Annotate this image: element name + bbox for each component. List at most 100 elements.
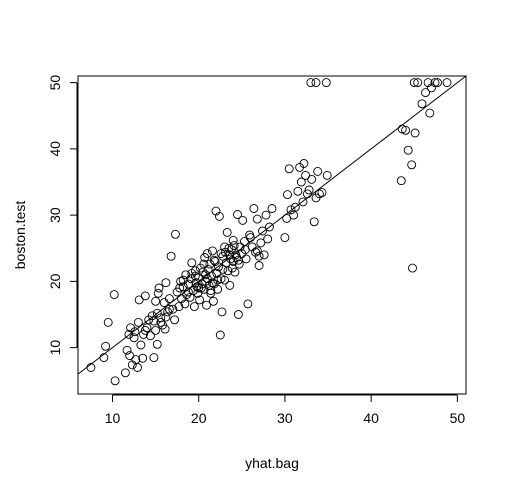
data-point	[264, 222, 274, 232]
data-point	[109, 290, 119, 300]
data-point	[149, 353, 159, 363]
data-point	[142, 323, 152, 333]
data-point	[304, 185, 314, 195]
data-point	[298, 197, 308, 207]
data-point	[154, 283, 164, 293]
data-point	[212, 268, 222, 278]
data-point	[283, 190, 292, 200]
data-point	[423, 78, 433, 88]
data-point	[156, 317, 166, 327]
data-point	[130, 327, 140, 337]
data-point	[218, 264, 228, 274]
data-point	[256, 238, 266, 248]
data-point	[252, 214, 262, 224]
data-point	[403, 145, 413, 155]
data-point	[153, 288, 163, 298]
data-point	[140, 291, 150, 301]
data-point	[209, 255, 219, 265]
data-point	[103, 317, 113, 327]
data-point	[189, 302, 199, 312]
data-point	[147, 311, 157, 321]
data-point	[407, 160, 417, 170]
data-point	[249, 204, 259, 213]
data-point	[430, 78, 440, 88]
x-axis-label: yhat.bag	[245, 455, 299, 471]
data-point	[241, 254, 251, 264]
data-point	[194, 283, 204, 293]
data-point	[187, 258, 197, 268]
data-point	[321, 78, 331, 88]
data-point	[322, 170, 332, 180]
data-point	[409, 78, 419, 88]
x-tick-label: 50	[450, 410, 466, 426]
data-point	[168, 304, 178, 314]
data-point	[151, 325, 161, 335]
data-point	[129, 333, 139, 343]
data-point	[214, 262, 223, 272]
data-point	[124, 329, 134, 339]
data-point	[125, 351, 135, 361]
data-point	[263, 234, 273, 244]
data-point	[215, 330, 225, 340]
data-point	[149, 316, 159, 326]
data-point	[299, 159, 309, 168]
data-point	[225, 280, 235, 290]
data-point	[208, 246, 217, 256]
data-point	[195, 295, 205, 305]
x-tick-label: 10	[105, 410, 121, 426]
x-tick-label: 20	[191, 410, 207, 426]
data-point	[140, 325, 150, 335]
data-point	[163, 307, 173, 317]
data-point	[136, 340, 146, 350]
data-point	[213, 275, 223, 285]
data-point	[120, 368, 130, 378]
data-point	[211, 206, 221, 216]
data-point	[217, 307, 227, 317]
y-axis: 10 20 30 40 50	[47, 75, 78, 356]
data-point	[313, 166, 323, 176]
data-point	[259, 250, 269, 260]
data-point	[293, 186, 303, 196]
data-point	[442, 78, 452, 88]
data-point	[258, 226, 267, 236]
data-point	[134, 295, 144, 305]
data-point	[233, 210, 242, 219]
data-point	[170, 315, 180, 325]
data-point	[425, 108, 435, 118]
x-axis: 10 20 30 40 50	[105, 394, 466, 426]
data-point	[208, 296, 218, 306]
data-point	[223, 266, 233, 276]
data-point	[138, 353, 148, 363]
y-tick-label: 20	[47, 273, 63, 289]
data-point	[170, 229, 180, 239]
data-point	[214, 211, 224, 221]
x-tick-label: 30	[277, 410, 293, 426]
data-point	[201, 270, 211, 280]
data-point	[228, 235, 238, 245]
data-point	[202, 249, 212, 259]
data-point	[254, 261, 264, 270]
data-point	[152, 308, 162, 318]
data-point	[306, 78, 316, 88]
data-point	[161, 312, 171, 322]
data-point	[175, 283, 185, 293]
data-point	[301, 170, 311, 180]
data-point	[421, 88, 430, 98]
data-point	[417, 99, 427, 109]
data-point	[433, 78, 442, 88]
data-point	[396, 176, 406, 186]
data-point	[243, 299, 253, 309]
data-point	[280, 233, 290, 243]
data-point	[191, 278, 201, 288]
y-tick-label: 30	[47, 207, 63, 223]
data-point	[164, 304, 174, 314]
y-axis-label: boston.test	[12, 201, 28, 270]
data-point	[206, 288, 216, 298]
data-point	[151, 296, 161, 306]
data-point	[401, 125, 411, 135]
y-tick-label: 10	[47, 340, 63, 356]
data-point	[261, 210, 271, 220]
data-point	[413, 78, 423, 88]
data-point	[234, 259, 244, 269]
